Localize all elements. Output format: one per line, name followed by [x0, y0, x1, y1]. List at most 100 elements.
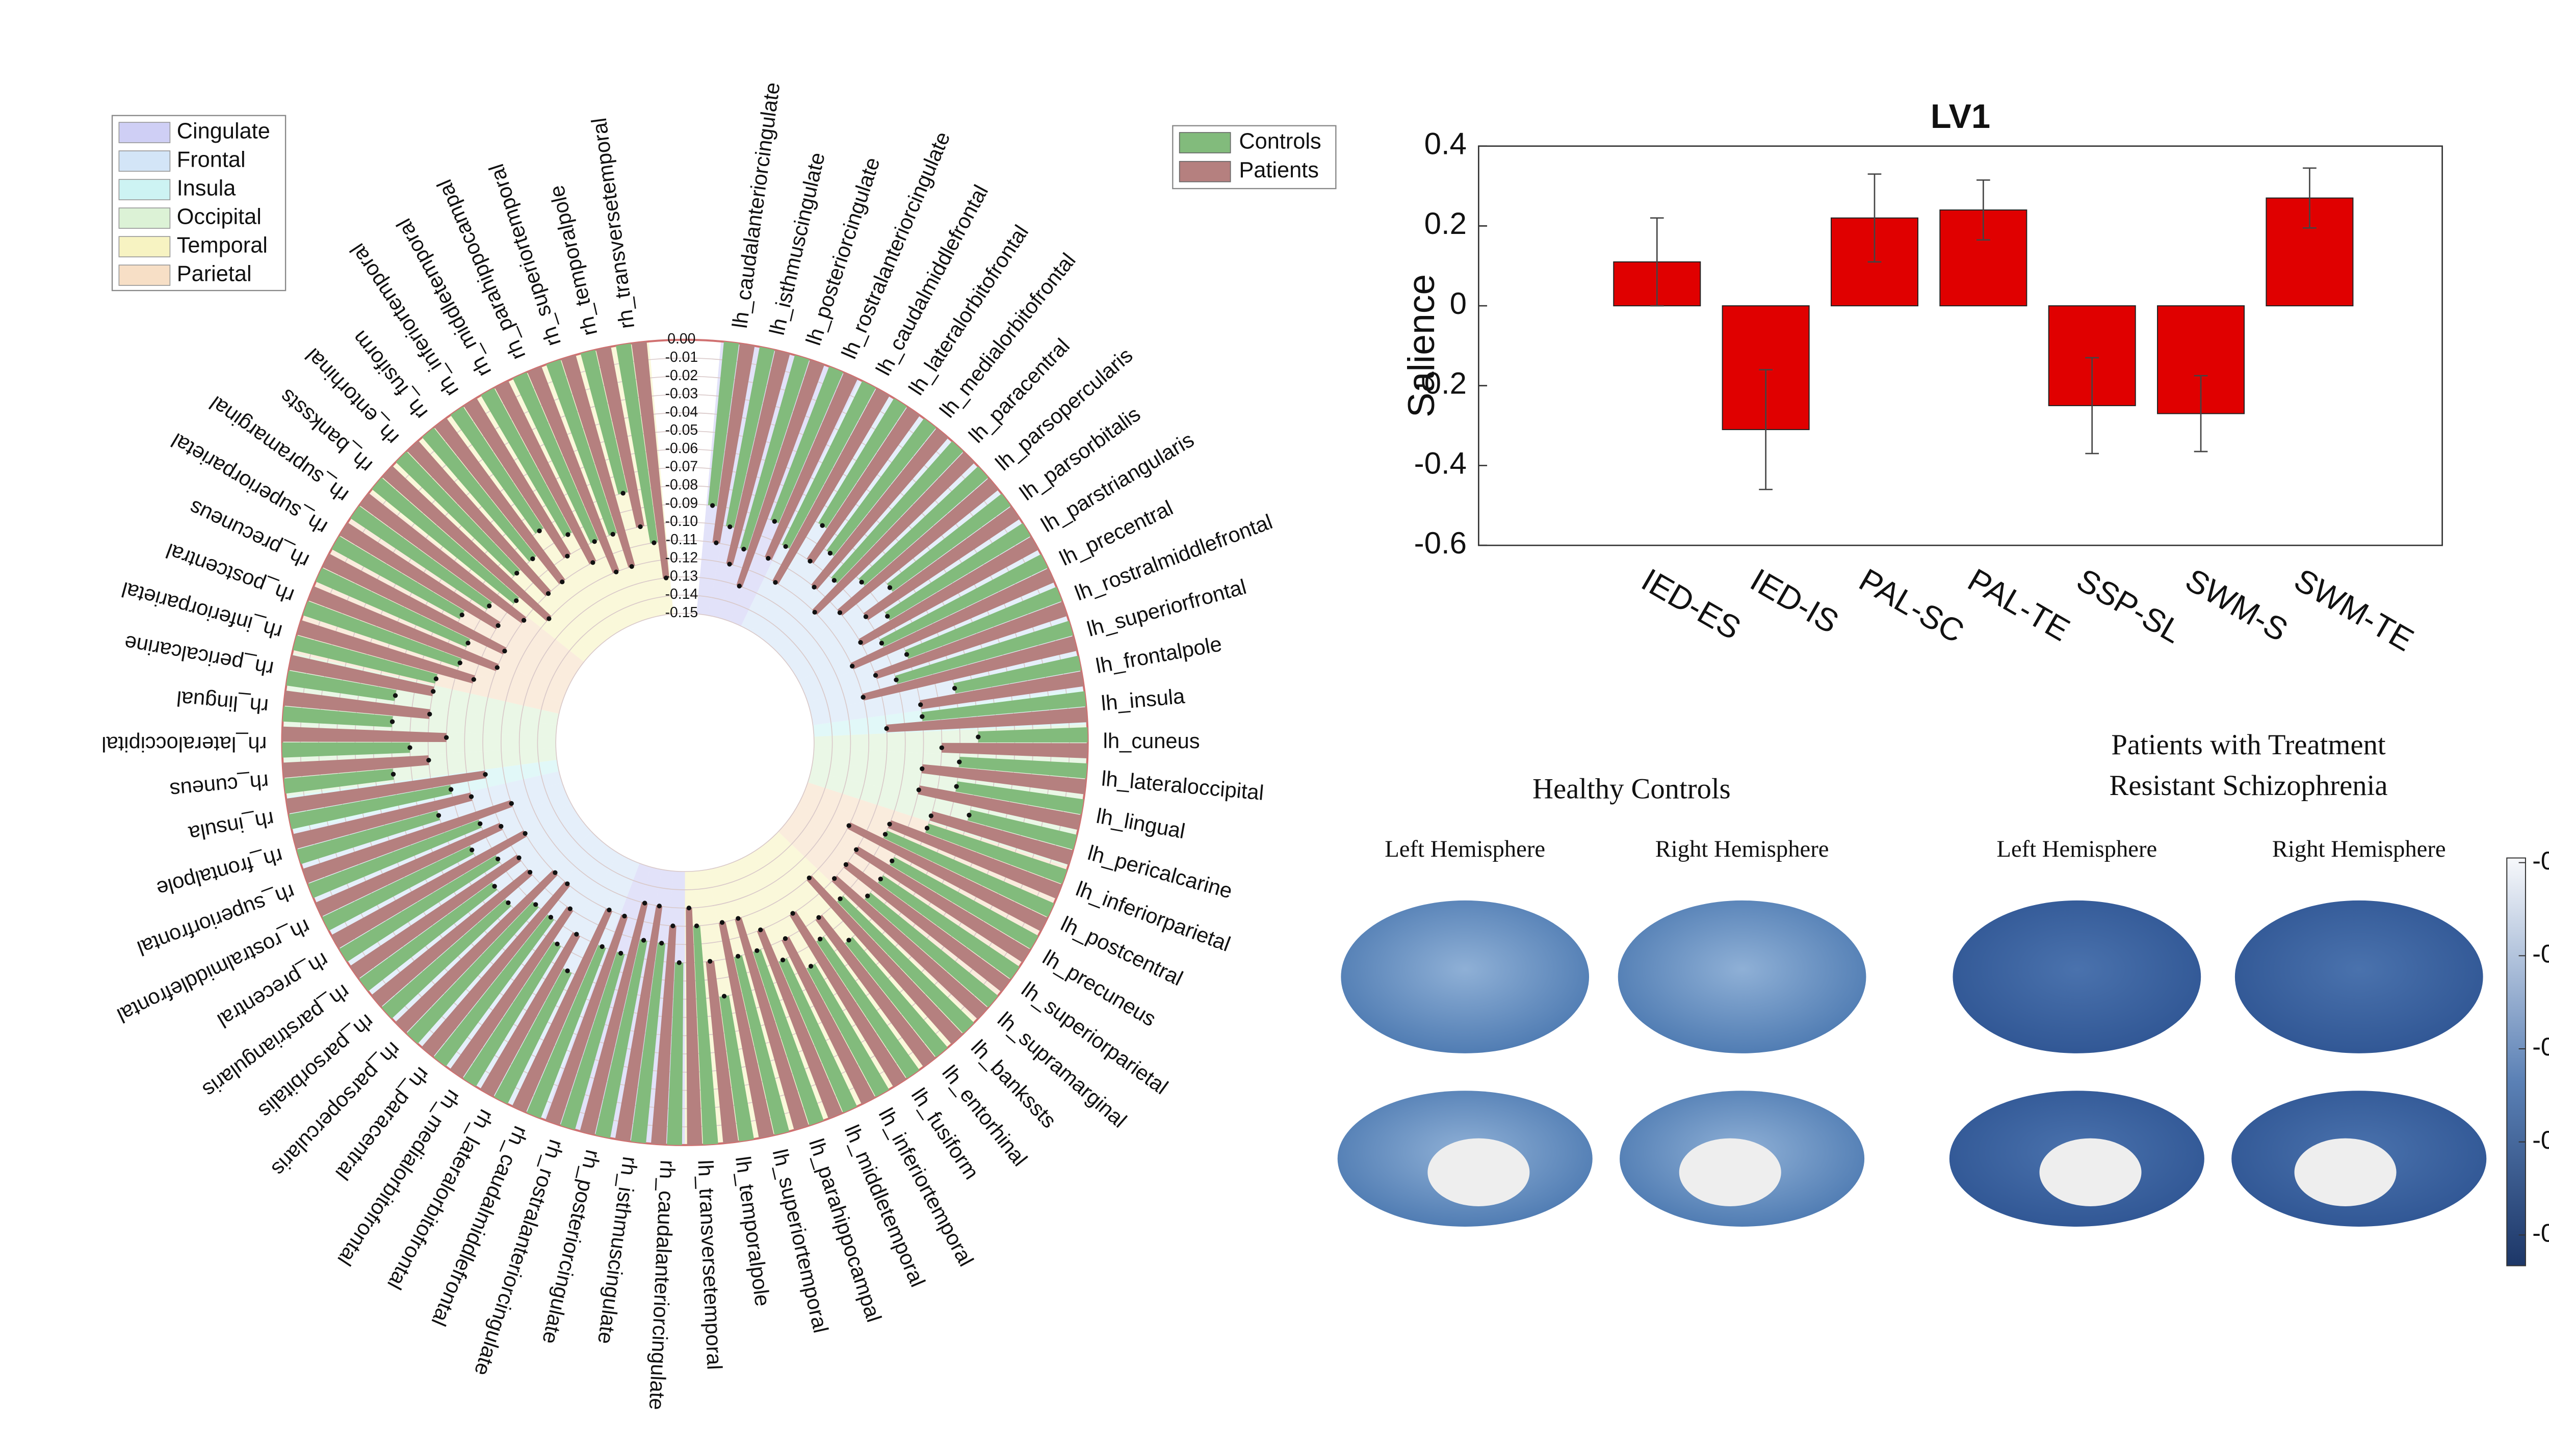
value-dot: [478, 821, 483, 826]
polar-bar: [878, 875, 1020, 980]
polar-bar: [843, 861, 1010, 992]
r-tick-label: -0.07: [665, 459, 698, 475]
x-tick-label: IED-IS: [1745, 562, 1845, 641]
polar-bar: [845, 937, 948, 1057]
value-dot: [920, 714, 925, 719]
value-dot: [548, 915, 554, 920]
polar-bar: [527, 366, 619, 573]
region-label: rh_caudalanteriorcingulate: [645, 1159, 680, 1411]
value-dot: [537, 528, 542, 534]
value-dot: [516, 855, 522, 860]
value-dot: [565, 968, 570, 973]
legend-box: [111, 115, 287, 292]
polar-bar: [782, 936, 875, 1104]
colorbar-tick-label: -0.12: [2532, 1219, 2549, 1248]
value-dot: [565, 881, 570, 886]
value-dot: [567, 906, 573, 911]
region-label: rh_transversetemporal: [587, 117, 639, 330]
polar-bar: [631, 942, 666, 1144]
value-dot: [878, 877, 883, 882]
value-dot: [873, 673, 878, 678]
polar-bar: [929, 811, 1073, 865]
polar-bar: [886, 707, 1087, 732]
polar-bar: [616, 343, 658, 544]
value-dot: [850, 664, 855, 669]
value-dot: [502, 648, 507, 654]
polar-bar: [883, 830, 1054, 917]
value-dot: [499, 824, 504, 829]
value-dot: [444, 735, 449, 740]
polar-bar: [968, 809, 1077, 850]
polar-bar: [331, 830, 527, 948]
polar-bar: [693, 925, 718, 1145]
value-dot: [469, 794, 474, 799]
value-dot: [831, 876, 837, 881]
region-label: lh_lateraloccipital: [1101, 766, 1265, 804]
colorbar-tick-label: -0.1: [2532, 1126, 2549, 1154]
r-tick-label: -0.03: [665, 386, 698, 402]
grid-circle: [482, 540, 888, 945]
view-label: Right Hemisphere: [2272, 836, 2446, 862]
polar-bar: [978, 727, 1088, 743]
r-tick-label: -0.15: [665, 604, 698, 621]
value-dot: [607, 907, 612, 913]
polar-bar: [307, 819, 482, 898]
value-dot: [894, 677, 899, 682]
polar-bar: [667, 962, 684, 1145]
r-tick-label: -0.10: [665, 513, 698, 530]
value-dot: [920, 766, 925, 772]
polar-bar: [712, 343, 755, 544]
polar-bar: [596, 347, 645, 528]
polar-bar: [921, 764, 1086, 795]
value-dot: [807, 875, 812, 881]
polar-bar: [686, 908, 703, 1145]
value-dot: [741, 546, 746, 552]
value-dot: [407, 745, 412, 750]
polar-bar: [859, 466, 989, 586]
polar-bar: [289, 785, 452, 830]
polar-bar: [807, 876, 963, 1045]
value-dot: [677, 960, 682, 965]
polar-bar: [631, 341, 669, 578]
value-dot: [736, 916, 741, 921]
polar-bar: [293, 635, 437, 684]
polar-bar: [395, 870, 558, 1033]
polar-bar: [561, 355, 635, 568]
value-dot: [610, 532, 615, 537]
polar-bar: [885, 523, 1031, 620]
colorbar: [2506, 857, 2526, 1266]
polar-bar: [953, 655, 1081, 694]
polar-bar: [651, 925, 677, 1145]
legend-swatch: [118, 122, 171, 143]
legend-swatch: [118, 150, 171, 172]
value-dot: [514, 598, 519, 603]
value-dot: [884, 726, 889, 731]
polar-bar: [282, 726, 447, 742]
value-dot: [818, 936, 823, 942]
value-dot: [812, 610, 817, 615]
polar-bar: [862, 636, 1077, 701]
region-label: rh_pericalcarine: [122, 631, 275, 681]
grid-circle: [464, 521, 906, 963]
polar-bar: [811, 428, 949, 590]
value-dot: [727, 524, 733, 530]
polar-bar: [734, 955, 790, 1135]
polar-bar: [837, 895, 974, 1034]
polar-bar: [283, 769, 394, 794]
y-tick-label: 0: [1450, 286, 1467, 321]
polar-bar: [282, 742, 410, 758]
value-dot: [708, 959, 713, 964]
x-tick-label: IED-ES: [1635, 562, 1747, 647]
r-tick-label: -0.01: [665, 349, 698, 365]
value-dot: [772, 519, 777, 524]
value-dot: [527, 869, 533, 875]
polar-bar: [921, 691, 1086, 721]
legend-label: Controls: [1239, 129, 1321, 153]
polar-bar: [918, 785, 1081, 830]
value-dot: [459, 612, 464, 618]
polar-bar: [958, 756, 1087, 779]
value-dot: [967, 812, 972, 818]
value-dot: [393, 693, 398, 698]
view-label: Left Hemisphere: [1385, 836, 1545, 862]
value-dot: [618, 950, 623, 956]
